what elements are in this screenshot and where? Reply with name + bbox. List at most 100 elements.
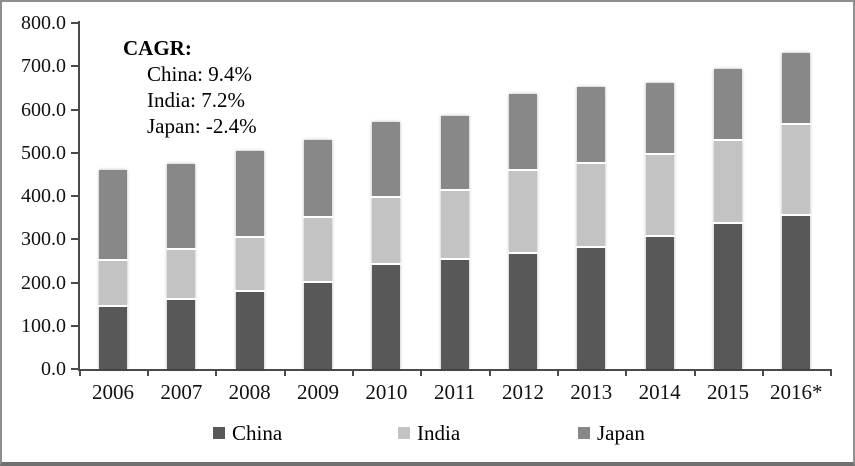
bar-segment-india-2009: [303, 216, 332, 282]
bar-separator-2010-1: [371, 196, 402, 199]
legend-label-india: India: [417, 421, 461, 445]
cagr-line-india: India: 7.2%: [147, 88, 245, 112]
y-tick-label-600: 600.0: [21, 98, 66, 121]
x-tick-9: [693, 369, 696, 376]
bar-separator-2010-0: [371, 263, 402, 266]
bar-segment-india-2016*: [782, 124, 811, 215]
bar-segment-china-2015: [713, 223, 742, 369]
y-axis-line: [78, 21, 80, 371]
bar-separator-2008-1: [234, 236, 265, 239]
bar-separator-2013-1: [576, 162, 607, 165]
bar-segment-japan-2010: [372, 122, 401, 198]
bar-2016*: [781, 52, 812, 369]
x-tick-5: [420, 369, 423, 376]
bar-segment-japan-2012: [508, 94, 537, 170]
bar-segment-india-2013: [577, 163, 606, 248]
bar-separator-2015-1: [712, 138, 743, 141]
y-tick-400: [71, 195, 78, 197]
x-tick-10: [762, 369, 765, 376]
x-tick-1: [147, 369, 150, 376]
legend-swatch-japan: [578, 427, 590, 439]
x-axis-line: [78, 369, 832, 371]
legend-item-japan: Japan: [578, 423, 645, 444]
bar-segment-china-2012: [508, 252, 537, 369]
x-tick-6: [488, 369, 491, 376]
x-tick-2: [215, 369, 218, 376]
bar-segment-india-2006: [99, 260, 127, 307]
bar-separator-2006-1: [98, 259, 128, 261]
bar-segment-china-2006: [99, 306, 127, 369]
bar-segment-india-2007: [167, 248, 196, 299]
cagr-title: CAGR:: [123, 36, 192, 60]
legend-item-china: China: [213, 421, 283, 445]
bar-2010: [371, 122, 402, 369]
x-axis-label-2013: 2013: [570, 380, 613, 404]
y-tick-100: [71, 324, 78, 327]
bar-separator-2008-0: [234, 289, 265, 292]
bar-separator-2009-0: [302, 280, 333, 283]
bar-2012: [507, 94, 538, 369]
y-tick-500: [71, 151, 78, 154]
bar-separator-2013-0: [576, 246, 607, 249]
bar-separator-2007-1: [166, 247, 197, 250]
bar-2007: [166, 164, 197, 369]
bar-segment-india-2011: [440, 189, 469, 260]
y-tick-label-300: 300.0: [21, 228, 66, 251]
bar-separator-2014-0: [644, 234, 675, 237]
cagr-line-china: China: 9.4%: [147, 62, 252, 86]
bar-2013: [576, 86, 607, 369]
x-tick-11: [830, 369, 833, 376]
y-tick-0: [71, 368, 78, 370]
x-tick-3: [283, 369, 286, 376]
bar-separator-2012-0: [507, 251, 538, 254]
x-axis-label-2015: 2015: [706, 380, 749, 404]
y-tick-label-100: 100.0: [21, 314, 66, 337]
legend-item-india: India: [398, 421, 461, 445]
bar-separator-2007-0: [166, 297, 197, 300]
bar-separator-2012-1: [507, 168, 538, 171]
legend-swatch-india: [398, 427, 410, 439]
bar-segment-china-2007: [167, 298, 196, 369]
x-axis-label-2014: 2014: [638, 380, 681, 404]
bar-segment-china-2009: [303, 281, 332, 369]
x-axis-label-2012: 2012: [501, 380, 544, 404]
y-tick-label-400: 400.0: [21, 185, 66, 207]
bar-2014: [644, 82, 675, 369]
bar-segment-japan-2013: [577, 86, 606, 164]
bar-separator-2006-0: [98, 305, 128, 308]
bar-segment-china-2013: [577, 247, 606, 369]
y-tick-label-0: 0.0: [41, 358, 66, 380]
x-axis-label-2008: 2008: [228, 380, 271, 404]
bar-segment-japan-2014: [645, 82, 674, 155]
x-tick-0: [78, 369, 81, 376]
x-tick-7: [557, 369, 560, 376]
bar-separator-2015-0: [712, 222, 743, 225]
bar-segment-india-2012: [508, 169, 537, 253]
x-axis-label-2007: 2007: [160, 380, 203, 404]
cagr-annotation: CAGR: China: 9.4% India: 7.2% Japan: -2.…: [123, 35, 257, 139]
bar-segment-india-2014: [645, 154, 674, 236]
y-tick-label-200: 200.0: [21, 271, 66, 294]
bar-segment-china-2008: [235, 290, 264, 369]
y-tick-200: [71, 281, 78, 284]
y-tick-label-500: 500.0: [21, 141, 66, 164]
bar-2006: [98, 170, 128, 369]
bar-segment-china-2016*: [782, 214, 811, 369]
bar-separator-2011-0: [439, 258, 470, 261]
x-axis-label-2009: 2009: [296, 380, 339, 404]
bar-separator-2014-1: [644, 153, 675, 156]
bar-segment-china-2010: [372, 264, 401, 369]
y-tick-700: [71, 65, 78, 68]
bar-segment-japan-2008: [235, 151, 264, 238]
y-tick-label-800: 800.0: [21, 12, 66, 34]
x-axis-label-2010: 2010: [365, 380, 408, 404]
legend-label-china: China: [232, 421, 283, 445]
bar-2011: [439, 116, 470, 369]
x-tick-4: [352, 369, 355, 376]
bar-segment-india-2010: [372, 197, 401, 265]
x-axis-label-2016*: 2016*: [770, 380, 823, 404]
bar-segment-china-2014: [645, 235, 674, 369]
x-tick-8: [625, 369, 628, 376]
bar-segment-japan-2015: [713, 68, 742, 140]
